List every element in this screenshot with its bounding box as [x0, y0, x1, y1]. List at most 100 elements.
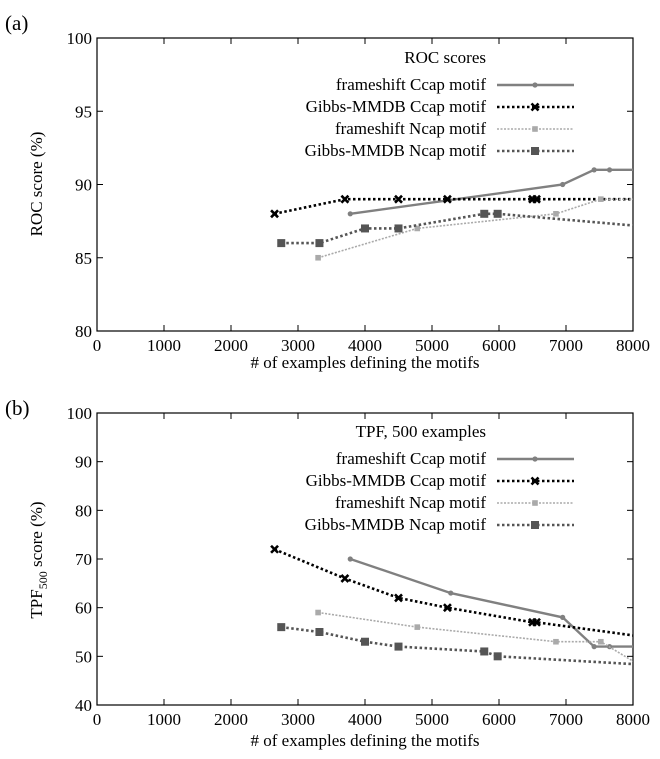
series-1: [347, 167, 633, 217]
x-tick-label: 6000: [482, 336, 516, 355]
x-tick-label: 0: [93, 336, 102, 355]
data-point: [347, 556, 353, 562]
x-tick-label: 7000: [549, 710, 583, 729]
data-point: [493, 209, 502, 218]
panel-label-b: (b): [5, 396, 30, 420]
legend-marker: [532, 126, 538, 132]
series-line: [281, 212, 633, 245]
data-point: [361, 224, 369, 233]
legend-marker: [530, 102, 540, 112]
legend-marker: [532, 82, 538, 88]
data-point: [553, 638, 559, 645]
data-point: [598, 196, 604, 202]
series-3: [315, 609, 633, 662]
legend-label: frameshift Ccap motif: [336, 449, 486, 468]
legend-marker: [532, 500, 538, 506]
x-tick-label: 6000: [482, 710, 516, 729]
series-2: [270, 544, 633, 637]
x-tick-label: 1000: [147, 710, 181, 729]
tpf-chart: (b) 0 1000 2000 3000 4000 5000 6000 7000 8000 40 5…: [5, 396, 650, 750]
y-tick-label: 100: [67, 404, 93, 423]
data-point: [532, 194, 541, 204]
data-point: [277, 239, 286, 248]
x-tick-label: 8000: [616, 336, 650, 355]
legend-label: frameshift Ncap motif: [335, 119, 486, 138]
data-point: [591, 167, 597, 173]
data-point: [532, 617, 541, 627]
data-point: [315, 609, 321, 616]
data-point: [553, 211, 559, 217]
data-point: [493, 652, 502, 661]
data-point: [560, 614, 566, 621]
y-axis-label-b-sub: 500: [36, 571, 50, 589]
data-point: [414, 225, 421, 232]
data-point: [315, 239, 324, 248]
x-tick-label: 2000: [214, 336, 248, 355]
data-point: [347, 211, 353, 217]
data-point: [480, 647, 489, 656]
y-axis-label-b-main: TPF: [27, 589, 46, 618]
data-point: [591, 644, 597, 650]
x-tick-label: 4000: [348, 336, 382, 355]
data-point: [480, 209, 489, 218]
y-tick-label: 95: [75, 102, 92, 121]
x-tick-label: 8000: [616, 710, 650, 729]
data-point: [560, 181, 566, 188]
series-4: [277, 209, 633, 248]
legend-a: ROC scores frameshift Ccap motif Gibbs-MM…: [305, 48, 574, 160]
data-point: [606, 167, 613, 173]
data-point: [394, 642, 403, 651]
y-tick-label: 60: [75, 599, 92, 618]
x-tick-label: 3000: [281, 336, 315, 355]
y-axis-label-b: TPF500 score (%): [27, 501, 50, 618]
y-axis-label-a: ROC score (%): [27, 132, 46, 237]
data-point: [394, 593, 403, 603]
legend-marker: [532, 456, 538, 462]
x-tick-label: 3000: [281, 710, 315, 729]
y-tick-label: 85: [75, 249, 92, 268]
series-1: [347, 556, 633, 650]
data-point: [414, 624, 421, 630]
legend-label: frameshift Ccap motif: [336, 75, 486, 94]
legend-title-a: ROC scores: [404, 48, 486, 67]
y-tick-label: 50: [75, 647, 92, 666]
series-2: [270, 194, 633, 219]
legend-label: Gibbs-MMDB Ncap motif: [305, 141, 487, 160]
data-point: [277, 623, 286, 632]
series-line: [274, 548, 633, 637]
y-axis-label-b-rest: score (%): [27, 501, 46, 571]
y-tick-label: 100: [67, 29, 93, 48]
y-tick-label: 80: [75, 322, 92, 341]
data-point: [442, 603, 452, 613]
y-tick-label: 80: [75, 501, 92, 520]
data-point: [315, 254, 321, 261]
x-tick-label: 5000: [415, 710, 449, 729]
data-point: [394, 224, 403, 233]
data-point: [340, 574, 350, 583]
series-4: [277, 623, 633, 666]
legend-b: TPF, 500 examples frameshift Ccap motif G…: [305, 422, 574, 534]
roc-chart: (a) 0 1000 2000 3000 4000 5000 6000 7000 8000 80 8…: [5, 11, 650, 372]
series-line: [317, 611, 633, 662]
y-tick-label: 40: [75, 696, 92, 715]
legend-marker: [531, 521, 539, 529]
data-point: [270, 544, 279, 554]
x-axis-label-a: # of examples defining the motifs: [251, 353, 480, 372]
legend-label: frameshift Ncap motif: [335, 493, 486, 512]
legend-title-b: TPF, 500 examples: [356, 422, 486, 441]
data-point: [315, 628, 324, 636]
data-point: [394, 194, 403, 204]
data-point: [361, 637, 369, 646]
x-tick-label: 4000: [348, 710, 382, 729]
series-3: [315, 196, 633, 261]
x-tick-label: 2000: [214, 710, 248, 729]
data-point: [442, 194, 452, 204]
x-axis-label-b: # of examples defining the motifs: [251, 731, 480, 750]
data-point: [340, 194, 350, 204]
y-tick-label: 70: [75, 550, 92, 569]
legend-marker: [531, 147, 539, 155]
x-tick-label: 0: [93, 710, 102, 729]
legend-label: Gibbs-MMDB Ccap motif: [306, 97, 487, 116]
y-tick-label: 90: [75, 453, 92, 472]
